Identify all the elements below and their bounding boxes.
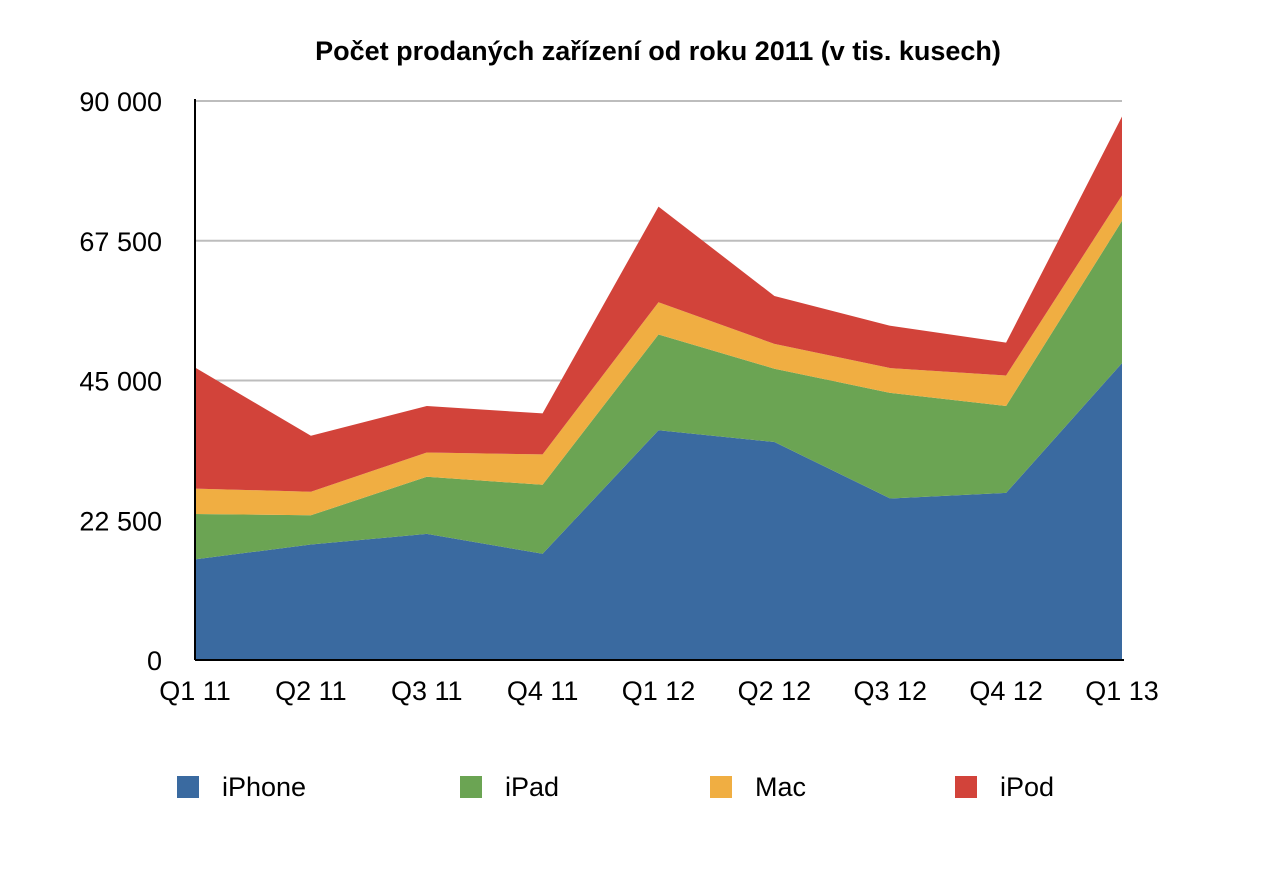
- legend-swatch: [177, 776, 199, 798]
- x-tick-label: Q1 13: [1085, 676, 1159, 706]
- y-tick-label: 0: [147, 646, 162, 676]
- y-tick-label: 45 000: [79, 367, 162, 397]
- legend-swatch: [710, 776, 732, 798]
- legend-item-ipod: iPod: [955, 772, 1054, 802]
- legend-swatch: [460, 776, 482, 798]
- area-series: [195, 116, 1122, 660]
- area-ipod: [195, 116, 1122, 492]
- x-tick-label: Q4 11: [507, 676, 579, 706]
- legend-item-ipad: iPad: [460, 772, 559, 802]
- y-tick-label: 22 500: [79, 506, 162, 536]
- legend: iPhone iPad Mac iPod: [177, 772, 1054, 802]
- legend-label: iPhone: [222, 772, 306, 802]
- x-tick-label: Q2 12: [738, 676, 812, 706]
- y-tick-label: 67 500: [79, 227, 162, 257]
- legend-label: Mac: [755, 772, 806, 802]
- x-tick-label: Q4 12: [969, 676, 1043, 706]
- x-tick-label: Q3 12: [853, 676, 927, 706]
- y-tick-label: 90 000: [79, 87, 162, 117]
- chart-title: Počet prodaných zařízení od roku 2011 (v…: [315, 36, 1001, 66]
- x-tick-label: Q3 11: [391, 676, 463, 706]
- legend-swatch: [955, 776, 977, 798]
- area-iphone: [195, 363, 1122, 660]
- legend-label: iPad: [505, 772, 559, 802]
- legend-item-mac: Mac: [710, 772, 806, 802]
- legend-item-iphone: iPhone: [177, 772, 306, 802]
- x-tick-label: Q1 11: [159, 676, 231, 706]
- x-tick-label: Q1 12: [622, 676, 696, 706]
- x-tick-label: Q2 11: [275, 676, 347, 706]
- legend-label: iPod: [1000, 772, 1054, 802]
- area-ipad: [195, 220, 1122, 560]
- axes: 0 22 500 45 000 67 500 90 000 Q1 11 Q2 11 Q3 11…: [79, 87, 1158, 706]
